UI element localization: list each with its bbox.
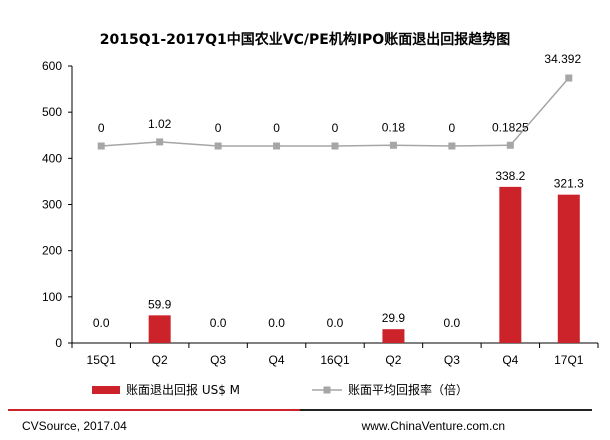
legend-line-marker <box>323 386 331 394</box>
bar-data-label: 338.2 <box>495 169 525 183</box>
y-tick-label: 100 <box>42 290 62 304</box>
bar-data-label: 59.9 <box>148 297 172 311</box>
plot-area: 0 100 200 300 400 500 600 15Q1 Q2 Q3 Q4 16Q1 Q2 Q3 Q4 1… <box>42 52 599 367</box>
line-marker <box>565 74 573 82</box>
line-data-label: 0 <box>332 121 339 135</box>
y-tick-label: 300 <box>42 198 62 212</box>
bar-data-label: 0.0 <box>210 316 227 330</box>
bar-data-label: 0.0 <box>268 316 285 330</box>
y-tick-label: 0 <box>55 336 62 350</box>
line-marker <box>448 142 456 150</box>
footer-source: CVSource, 2017.04 <box>22 419 127 433</box>
legend-line-label: 账面平均回报率（倍） <box>348 382 468 397</box>
series-line <box>101 77 570 147</box>
footer-website: www.ChinaVenture.com.cn <box>361 419 505 433</box>
line-marker <box>156 138 164 146</box>
legend-bar-swatch <box>92 386 120 394</box>
line-data-label: 1.02 <box>148 117 172 131</box>
chart-title: 2015Q1-2017Q1中国农业VC/PE机构IPO账面退出回报趋势图 <box>100 31 510 48</box>
legend: 账面退出回报 US$ M 账面平均回报率（倍） <box>92 382 468 397</box>
bar-data-label: 321.3 <box>554 177 584 191</box>
x-tick-label: Q3 <box>444 353 460 367</box>
line-marker <box>389 141 397 149</box>
line-data-label: 0.1825 <box>492 120 529 134</box>
bar <box>499 186 522 343</box>
line-marker <box>331 142 339 150</box>
bar-data-label: 0.0 <box>93 316 110 330</box>
x-tick-label: Q4 <box>502 353 518 367</box>
x-tick-label: 17Q1 <box>554 353 584 367</box>
bar <box>382 329 405 343</box>
line-marker <box>273 142 281 150</box>
bar-data-label: 29.9 <box>382 311 406 325</box>
line-data-label: 34.392 <box>544 52 581 66</box>
bar <box>557 194 580 343</box>
bar-data-label: 0.0 <box>327 316 344 330</box>
y-tick-label: 500 <box>42 105 62 119</box>
y-tick-label: 200 <box>42 244 62 258</box>
bar-data-label: 0.0 <box>444 316 461 330</box>
line-marker <box>97 142 105 150</box>
line-data-label: 0 <box>449 121 456 135</box>
y-tick-label: 600 <box>42 59 62 73</box>
line-data-label: 0 <box>273 121 280 135</box>
line-data-label: 0.18 <box>382 120 406 134</box>
x-tick-label: 16Q1 <box>320 353 350 367</box>
line-marker <box>214 142 222 150</box>
line-marker <box>506 141 514 149</box>
x-tick-label: Q4 <box>269 353 285 367</box>
x-tick-label: Q2 <box>152 353 168 367</box>
legend-bar-label: 账面退出回报 US$ M <box>126 382 240 397</box>
line-data-label: 0 <box>215 121 222 135</box>
footer: CVSource, 2017.04 www.ChinaVenture.com.c… <box>8 409 592 433</box>
y-tick-label: 400 <box>42 151 62 165</box>
x-tick-label: Q3 <box>210 353 226 367</box>
line-data-label: 0 <box>98 121 105 135</box>
bar <box>148 315 171 343</box>
x-tick-label: Q2 <box>385 353 401 367</box>
x-tick-label: 15Q1 <box>87 353 117 367</box>
